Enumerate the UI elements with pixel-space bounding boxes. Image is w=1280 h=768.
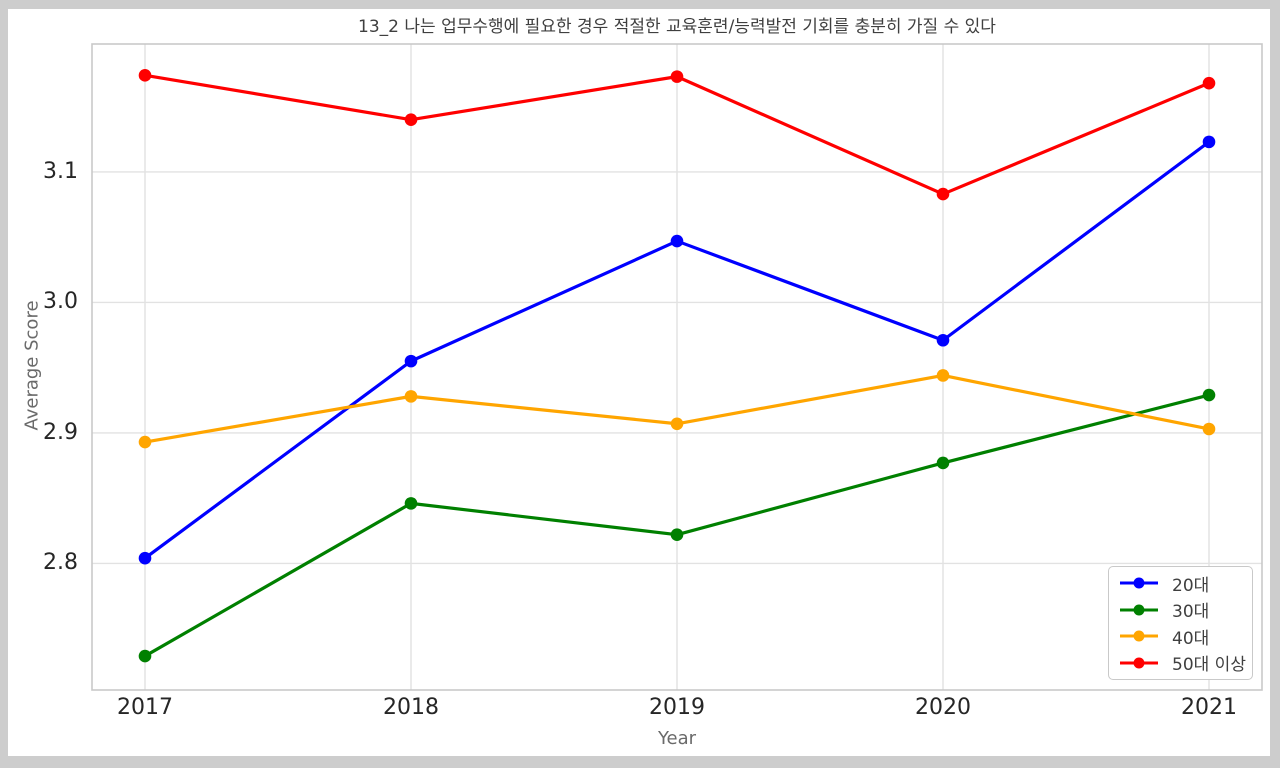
data-point xyxy=(936,456,950,470)
y-tick-label: 3.1 xyxy=(43,158,78,184)
x-tick-label: 2019 xyxy=(649,695,705,720)
legend-item-3: 50대 이상 xyxy=(1109,650,1252,675)
x-axis-label: Year xyxy=(657,728,697,749)
data-point xyxy=(1202,388,1216,402)
data-point xyxy=(670,528,684,541)
y-tick-label: 2.8 xyxy=(43,550,78,576)
y-tick-label: 2.9 xyxy=(43,419,78,445)
x-tick-label: 2020 xyxy=(915,695,971,720)
legend-marker-icon xyxy=(1120,604,1158,616)
legend-item-1: 30대 xyxy=(1109,597,1252,622)
x-tick-label: 2018 xyxy=(383,695,439,720)
data-point xyxy=(138,551,152,565)
x-tick-label: 2017 xyxy=(117,695,173,720)
legend-label: 20대 xyxy=(1172,575,1210,596)
data-point xyxy=(404,113,418,126)
data-point xyxy=(138,69,152,82)
data-point xyxy=(670,234,684,248)
legend-marker-icon xyxy=(1120,577,1158,589)
legend-marker-icon xyxy=(1120,630,1158,642)
data-point xyxy=(404,390,418,403)
legend-marker-icon xyxy=(1120,657,1158,669)
data-point xyxy=(936,369,950,382)
data-point xyxy=(138,649,152,663)
data-point xyxy=(936,333,950,347)
data-point xyxy=(1202,135,1216,149)
y-tick-label: 3.0 xyxy=(43,289,78,315)
axes-border xyxy=(91,43,1263,691)
chart-title: 13_2 나는 업무수행에 필요한 경우 적절한 교육훈련/능력발전 기회를 충… xyxy=(358,17,996,37)
legend-label: 30대 xyxy=(1172,602,1210,623)
legend-label: 40대 xyxy=(1172,628,1210,649)
data-point xyxy=(404,497,418,510)
data-point xyxy=(1202,76,1216,90)
data-point xyxy=(404,354,418,368)
legend-item-0: 20대 xyxy=(1109,571,1252,596)
legend-item-2: 40대 xyxy=(1109,624,1252,649)
data-point xyxy=(670,70,684,83)
data-point xyxy=(138,435,152,449)
legend-label: 50대 이상 xyxy=(1172,655,1246,676)
data-point xyxy=(670,417,684,431)
legend: 20대 30대 40대 50대 이상 xyxy=(1108,566,1253,680)
data-point xyxy=(936,187,950,201)
x-tick-label: 2021 xyxy=(1181,695,1237,720)
data-point xyxy=(1202,422,1216,436)
